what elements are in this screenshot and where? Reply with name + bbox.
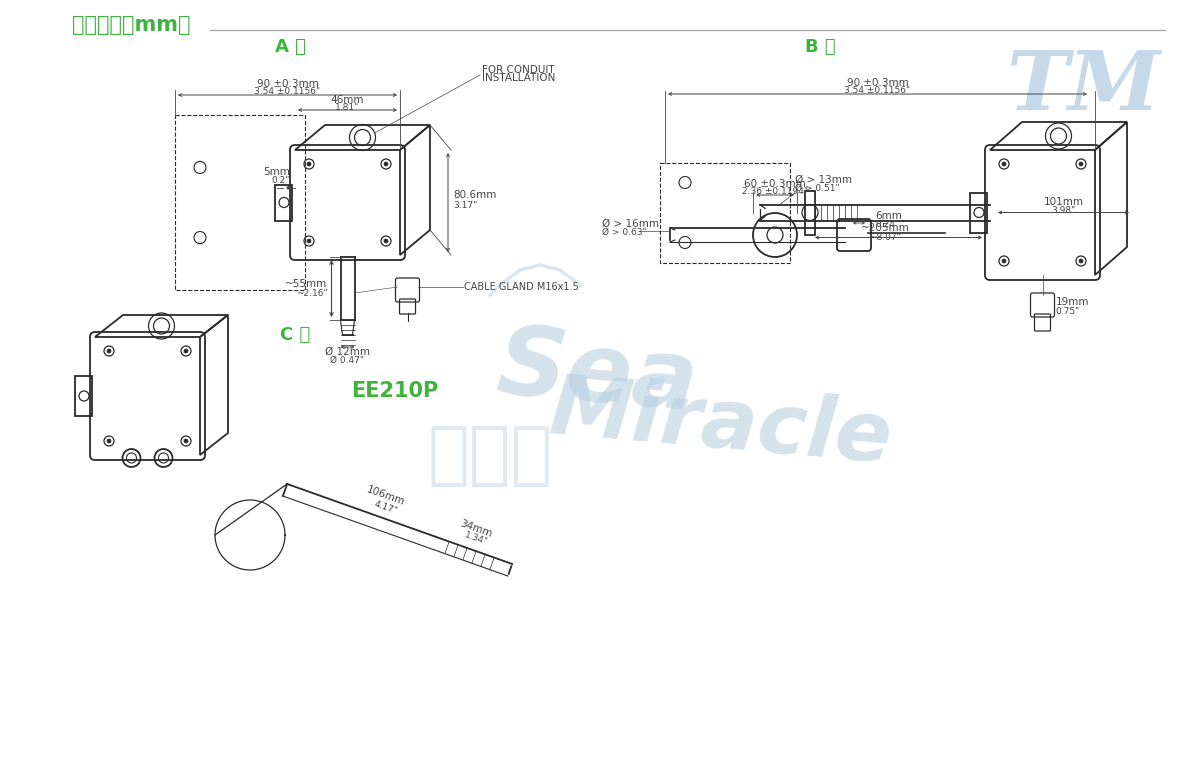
Circle shape: [1079, 162, 1083, 166]
Circle shape: [307, 239, 310, 243]
Text: 0.75": 0.75": [1055, 307, 1079, 316]
Text: 1.81": 1.81": [336, 103, 359, 112]
Text: 顺风鸣: 顺风鸣: [427, 422, 553, 489]
Text: A 型: A 型: [275, 38, 306, 56]
Text: ~2.16": ~2.16": [296, 289, 327, 298]
Text: ~205mm: ~205mm: [861, 223, 910, 233]
Text: Ø > 0.63": Ø > 0.63": [602, 228, 647, 237]
Text: Ø 0.47": Ø 0.47": [331, 356, 364, 365]
Text: 安装尺寸（mm）: 安装尺寸（mm）: [72, 15, 191, 35]
Circle shape: [1002, 162, 1007, 166]
Text: 101mm: 101mm: [1044, 197, 1083, 207]
Text: 3.98": 3.98": [1052, 206, 1076, 214]
Text: 80.6mm: 80.6mm: [453, 190, 497, 200]
Text: 3.54 ±0.1156": 3.54 ±0.1156": [844, 86, 911, 95]
Text: CABLE GLAND M16x1.5: CABLE GLAND M16x1.5: [464, 282, 579, 292]
Text: 34mm: 34mm: [458, 519, 493, 539]
Text: ~8.07": ~8.07": [869, 233, 901, 242]
Circle shape: [384, 239, 388, 243]
Text: 2.36 ±0.1194": 2.36 ±0.1194": [741, 187, 808, 196]
Text: 3.17": 3.17": [453, 200, 478, 210]
Text: 106mm: 106mm: [365, 484, 406, 507]
Text: Ø 12mm: Ø 12mm: [325, 347, 370, 357]
Text: 4.17": 4.17": [373, 500, 399, 516]
Text: 0.2": 0.2": [271, 175, 290, 184]
Text: 3.54 ±0.1156": 3.54 ±0.1156": [254, 87, 320, 96]
Text: ~55mm: ~55mm: [285, 278, 327, 288]
Text: FOR CONDUIT: FOR CONDUIT: [482, 65, 555, 75]
Text: 90 ±0.3mm: 90 ±0.3mm: [847, 78, 909, 88]
Text: 46mm: 46mm: [331, 95, 364, 105]
Text: 6mm: 6mm: [875, 211, 901, 221]
Text: 60 ±0.3mm: 60 ±0.3mm: [744, 179, 806, 189]
Text: 90 ±0.3mm: 90 ±0.3mm: [257, 79, 319, 89]
Text: 1.34": 1.34": [463, 531, 488, 547]
Circle shape: [107, 349, 111, 353]
Text: Sea: Sea: [492, 320, 702, 430]
Circle shape: [107, 439, 111, 443]
Circle shape: [1079, 259, 1083, 263]
Text: Ø > 0.51": Ø > 0.51": [795, 184, 839, 193]
Text: 19mm: 19mm: [1055, 297, 1089, 307]
Circle shape: [384, 162, 388, 166]
Text: B 型: B 型: [805, 38, 836, 56]
Text: Ø > 13mm: Ø > 13mm: [795, 174, 853, 184]
Circle shape: [184, 439, 187, 443]
Text: Ø > 16mm: Ø > 16mm: [602, 219, 659, 229]
Circle shape: [184, 349, 187, 353]
Text: C 型: C 型: [279, 326, 310, 344]
Text: TM: TM: [1005, 47, 1161, 127]
Circle shape: [307, 162, 310, 166]
Text: Miracle: Miracle: [546, 369, 894, 480]
Text: 0.24": 0.24": [875, 220, 899, 229]
Text: EE210P: EE210P: [351, 381, 438, 401]
Text: 5mm: 5mm: [263, 167, 290, 177]
Circle shape: [1002, 259, 1007, 263]
Text: INSTALLATION: INSTALLATION: [482, 73, 555, 83]
